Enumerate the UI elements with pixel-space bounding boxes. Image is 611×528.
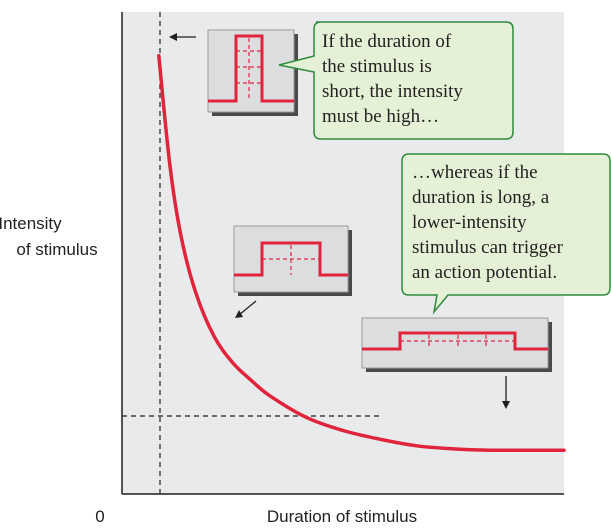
origin-label: 0: [95, 507, 104, 526]
inset-medium-pulse: [233, 225, 352, 296]
x-axis-label: Duration of stimulus: [267, 507, 417, 526]
arrow-to-curve-bottom: [502, 376, 510, 409]
strength-duration-curve: [157, 54, 566, 453]
callout-1-line-1: If the duration of: [322, 31, 452, 52]
callout-1-line-4: must be high…: [322, 106, 439, 127]
arrow-to-curve-middle: [235, 300, 257, 318]
callout-long-duration: …whereas if the duration is long, a lowe…: [401, 153, 611, 315]
callout-2-line-2: duration is long, a: [412, 187, 550, 208]
y-axis-label-line-1: Intensity: [0, 214, 62, 233]
arrow-to-curve-top: [169, 33, 196, 41]
callout-2-line-3: lower-intensity: [412, 212, 527, 233]
callout-1-line-2: the stimulus is: [322, 56, 432, 77]
inset-short-pulse: [207, 29, 298, 116]
callout-1-line-3: short, the intensity: [322, 81, 463, 102]
callout-2-line-5: an action potential.: [412, 262, 557, 283]
callout-short-duration: If the duration of the stimulus is short…: [278, 21, 514, 140]
callout-2-line-4: stimulus can trigger: [412, 237, 564, 258]
y-axis-label-line-2: of stimulus: [16, 240, 97, 259]
inset-long-pulse: [361, 317, 552, 372]
callout-2-line-1: …whereas if the: [412, 162, 538, 183]
